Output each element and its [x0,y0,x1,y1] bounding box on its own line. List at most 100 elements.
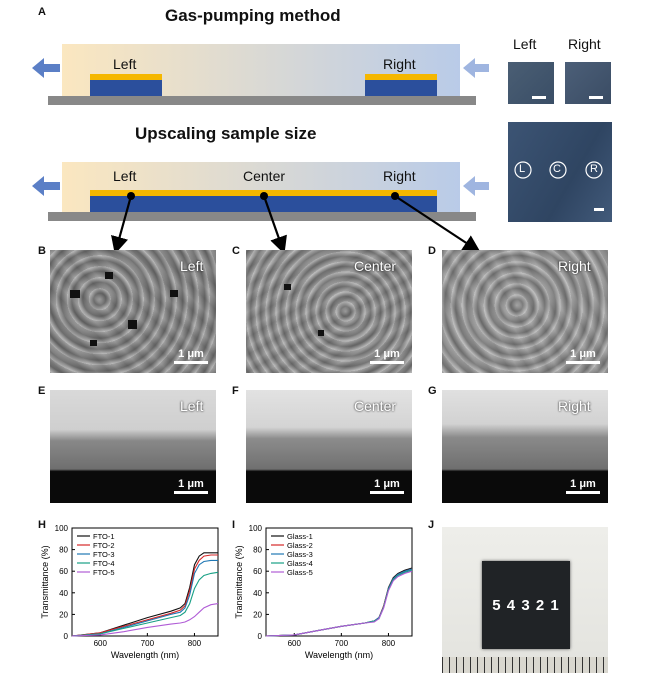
schematic-top-left-label: Left [113,56,137,72]
arrow-left-out-icon [32,58,60,78]
pore [70,290,80,298]
sem-top-right: Right 1 μm [442,250,608,373]
series-line-fto-1 [71,552,218,637]
panel-label-e: E [38,385,46,397]
sem-e-label: Left [180,398,204,414]
panel-label-h: H [38,519,46,531]
photo-left [508,62,554,104]
y-tick-label: 20 [253,610,262,619]
y-axis-label: Transmittance (%) [40,545,50,618]
substrate-bottom [48,212,476,221]
circle-l-label: L [519,163,526,175]
series-line-glass-3 [265,568,413,637]
legend-label: FTO-4 [93,559,115,568]
sem-g-scalebar: 1 μm [566,478,600,494]
y-tick-label: 60 [253,567,262,576]
large-sample-blue [90,196,437,212]
y-tick-label: 100 [249,524,263,533]
legend-label: FTO-5 [93,568,115,577]
legend-label: Glass-3 [287,550,313,559]
pore [105,272,113,279]
sem-b-label: Left [180,258,204,274]
series-line-fto-3 [71,559,218,637]
panel-label-i: I [232,519,236,531]
legend-label: FTO-1 [93,532,115,541]
schematic-top-right-label: Right [383,56,416,72]
y-tick-label: 40 [59,589,68,598]
plot-frame [265,527,413,637]
panel-label-b: B [38,245,46,257]
photo-left-scalebar [532,96,546,99]
scale-text: 1 μm [570,478,596,490]
series-line-fto-5 [71,603,219,637]
y-tick-label: 20 [59,610,68,619]
series-line-fto-4 [71,571,219,637]
sem-f-label: Center [354,398,397,414]
sample-left-blue [90,80,162,96]
photo-left-label: Left [513,36,537,52]
x-tick-label: 800 [188,639,202,648]
panel-label-j: J [428,519,435,531]
circle-c-icon [549,161,567,179]
sample-left-gold [90,74,162,80]
photo-large-scalebar [594,208,604,211]
sem-d-scalebar: 1 μm [566,348,600,364]
y-tick-label: 0 [258,632,263,641]
sem-top-center: Center 1 μm [246,250,412,373]
schematic-top [32,44,489,105]
series-line-glass-2 [265,568,413,637]
schematic-bottom-center-label: Center [243,168,286,184]
sem-cross-center: Center 1 μm [246,390,412,503]
sem-cross-right: Right 1 μm [442,390,608,503]
panel-label-c: C [232,245,240,257]
panel-label-d: D [428,245,436,257]
sample-square [482,561,570,649]
schematic-bottom-right-label: Right [383,168,416,184]
circle-l-icon [514,161,532,179]
schematic-bottom-left-label: Left [113,168,137,184]
x-tick-label: 800 [382,639,396,648]
schematic-title-bottom: Upscaling sample size [135,124,317,143]
circle-r-label: R [590,163,598,175]
scale-text: 1 μm [374,348,400,360]
y-axis-label: Transmittance (%) [234,545,244,618]
series-line-glass-5 [265,570,413,637]
legend-label: Glass-5 [287,568,313,577]
photo-right-label: Right [568,36,601,52]
sample-digits: 5 4 3 2 1 [492,597,560,614]
pointer-line-left [111,195,133,255]
legend-label: FTO-3 [93,550,115,559]
sem-b-scalebar: 1 μm [174,348,208,364]
sem-d-label: Right [558,258,591,274]
panel-label-f: F [232,385,239,397]
sem-c-scalebar: 1 μm [370,348,404,364]
arrow-left-out-icon [32,176,60,196]
photo-sample-on-ruler: 5 4 3 2 1 [442,527,608,673]
pore [318,330,324,336]
pointer-line-right [394,195,481,253]
x-axis-label: Wavelength (nm) [305,650,373,660]
sample-right-gold [365,74,437,80]
photo-right-scalebar [589,96,603,99]
sem-f-scalebar: 1 μm [370,478,404,494]
legend-label: Glass-2 [287,541,313,550]
photo-right [565,62,611,104]
series-line-fto-2 [71,554,218,637]
y-tick-label: 60 [59,567,68,576]
substrate-top [48,96,476,105]
scale-text: 1 μm [178,348,204,360]
panel-label-a: A [38,6,46,18]
arrow-right-in-icon [463,176,489,196]
panel-label-g: G [428,385,437,397]
x-tick-label: 700 [141,639,155,648]
x-tick-label: 600 [288,639,302,648]
x-tick-label: 600 [94,639,108,648]
photo-large-sample: L C R [508,122,612,222]
pore [170,290,178,297]
y-tick-label: 40 [253,589,262,598]
sem-c-label: Center [354,258,397,274]
sem-e-scalebar: 1 μm [174,478,208,494]
pore [284,284,291,290]
sample-right-blue [365,80,437,96]
arrow-right-in-icon [463,58,489,78]
